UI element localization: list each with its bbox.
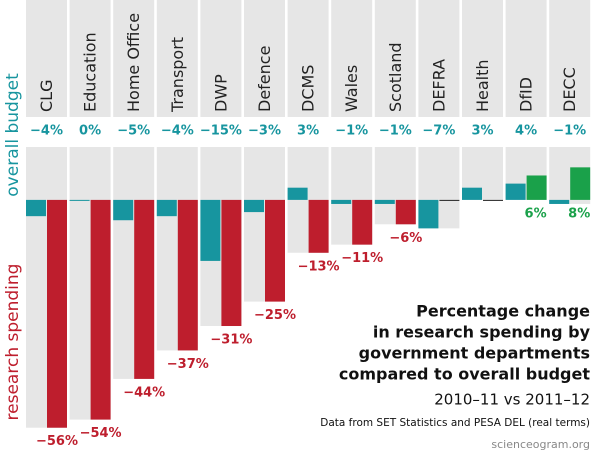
header-panel bbox=[69, 0, 111, 117]
research-bar bbox=[47, 199, 67, 428]
header-panel bbox=[200, 0, 242, 117]
research-bar bbox=[570, 167, 591, 200]
budget-label: −15% bbox=[200, 124, 242, 139]
category-label: DEFRA bbox=[429, 59, 448, 112]
header-panel bbox=[113, 0, 155, 117]
research-bar bbox=[352, 199, 373, 245]
header-panel bbox=[287, 0, 329, 117]
header-panel bbox=[244, 0, 285, 117]
research-label: 6% bbox=[525, 206, 547, 221]
category-label: Home Office bbox=[124, 13, 143, 112]
budget-bar bbox=[69, 199, 90, 201]
chart-title: Percentage change bbox=[416, 302, 590, 321]
category-label: DECC bbox=[560, 67, 579, 112]
research-label: −6% bbox=[389, 231, 422, 246]
budget-label: −7% bbox=[422, 124, 455, 139]
source-note: Data from SET Statistics and PESA DEL (r… bbox=[320, 417, 590, 429]
budget-bar bbox=[331, 199, 352, 204]
research-bar bbox=[308, 199, 329, 253]
budget-bar bbox=[462, 187, 482, 200]
budget-label: −1% bbox=[553, 124, 586, 139]
budget-bar bbox=[26, 199, 46, 217]
research-label: 8% bbox=[568, 206, 590, 221]
budget-label: 3% bbox=[297, 124, 319, 139]
credit: scienceogram.org bbox=[491, 438, 590, 451]
budget-bar bbox=[374, 199, 395, 204]
header-panel bbox=[505, 0, 547, 117]
budget-label: −1% bbox=[379, 124, 412, 139]
chart-title: compared to overall budget bbox=[339, 365, 590, 384]
research-bar bbox=[395, 199, 416, 225]
budget-bar bbox=[549, 199, 570, 204]
category-label: Wales bbox=[342, 65, 361, 112]
research-label: −11% bbox=[341, 251, 383, 266]
header-panel bbox=[374, 0, 416, 117]
research-bar bbox=[221, 199, 242, 327]
budget-bar bbox=[505, 183, 526, 200]
header-panel bbox=[156, 0, 198, 117]
category-label: DWP bbox=[211, 74, 230, 112]
budget-bar bbox=[200, 199, 221, 261]
research-label: −56% bbox=[36, 434, 78, 449]
research-bar bbox=[90, 199, 111, 420]
research-label: −25% bbox=[254, 308, 296, 323]
research-bar bbox=[265, 199, 285, 302]
header-panel bbox=[331, 0, 373, 117]
budget-bar bbox=[244, 199, 264, 213]
budget-label: −4% bbox=[30, 124, 63, 139]
category-label: DCMS bbox=[299, 65, 318, 112]
research-label: −31% bbox=[210, 333, 252, 348]
category-label: Defence bbox=[255, 46, 274, 112]
budget-label: 0% bbox=[79, 124, 101, 139]
research-bar bbox=[439, 199, 460, 201]
header-panel bbox=[462, 0, 503, 117]
chart-title: government departments bbox=[359, 344, 590, 363]
category-label: DfID bbox=[517, 77, 536, 112]
axis-label: overall budget bbox=[3, 73, 23, 197]
research-bar bbox=[134, 199, 155, 379]
budget-label: −5% bbox=[117, 124, 150, 139]
budget-bar bbox=[156, 199, 177, 217]
category-label: Health bbox=[473, 59, 492, 112]
header-panel bbox=[549, 0, 591, 117]
budget-label: −3% bbox=[248, 124, 281, 139]
research-bar bbox=[177, 199, 198, 351]
research-label: −13% bbox=[298, 259, 340, 274]
research-label: −37% bbox=[167, 357, 209, 372]
research-bar bbox=[483, 199, 503, 201]
research-label: −44% bbox=[123, 385, 165, 400]
category-label: Scotland bbox=[386, 42, 405, 112]
category-label: Transport bbox=[168, 37, 187, 113]
budget-bar bbox=[113, 199, 134, 221]
research-bar bbox=[526, 175, 547, 200]
header-panel bbox=[26, 0, 67, 117]
budget-label: 4% bbox=[515, 124, 537, 139]
research-label: −54% bbox=[80, 426, 122, 441]
header-panel bbox=[418, 0, 460, 117]
budget-label: 3% bbox=[471, 124, 493, 139]
category-label: Education bbox=[81, 32, 100, 112]
axis-label: research spending bbox=[3, 264, 23, 421]
budget-bar bbox=[418, 199, 439, 229]
budget-label: −4% bbox=[161, 124, 194, 139]
chart-title: in research spending by bbox=[373, 323, 591, 342]
chart-subtitle: 2010–11 vs 2011–12 bbox=[434, 391, 590, 409]
budget-bar bbox=[287, 187, 308, 200]
category-label: CLG bbox=[37, 80, 56, 112]
budget-label: −1% bbox=[335, 124, 368, 139]
